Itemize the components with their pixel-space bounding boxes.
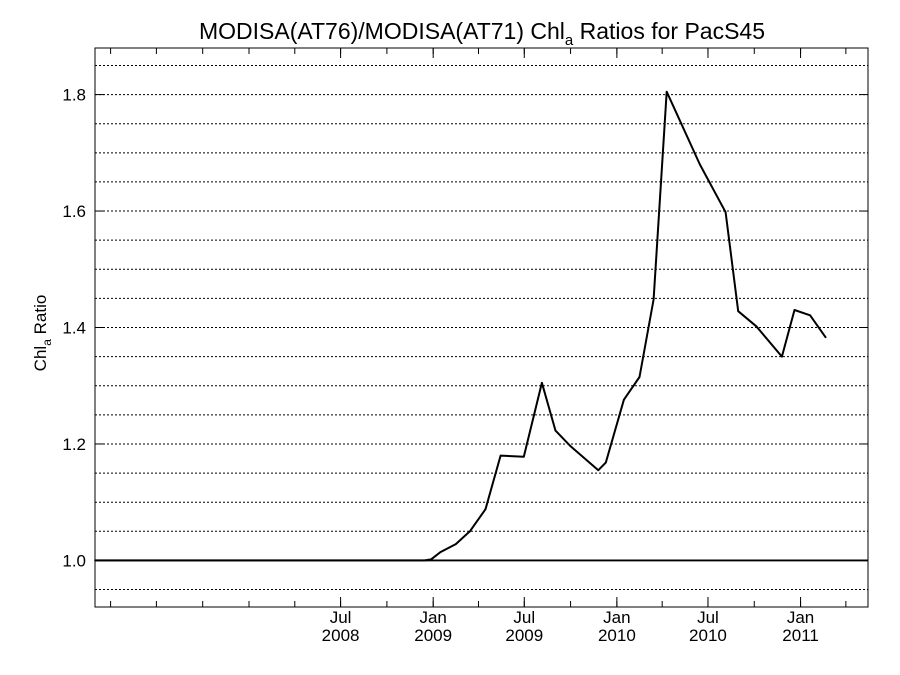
- y-axis-label: Chla Ratio: [31, 295, 54, 372]
- data-point: [430, 558, 432, 561]
- x-tick-month-label: Jul: [330, 608, 352, 627]
- x-tick-month-label: Jan: [419, 608, 446, 627]
- data-point: [699, 163, 701, 166]
- data-point: [484, 508, 487, 510]
- y-axis-label-subscript: a: [40, 339, 54, 346]
- x-tick-year-label: 2011: [782, 626, 819, 645]
- y-tick-label: 1.8: [62, 86, 86, 105]
- data-point: [665, 90, 668, 93]
- y-tick-label: 1.0: [62, 551, 86, 570]
- x-tick-month-label: Jul: [513, 608, 535, 627]
- x-tick-year-label: 2008: [322, 626, 360, 645]
- y-axis-ticks: 1.0 1.2 1.4 1.6 1.8: [62, 86, 868, 570]
- data-point: [638, 376, 641, 378]
- data-point: [737, 310, 739, 312]
- series-line: [95, 90, 827, 562]
- x-tick-year-label: 2010: [598, 626, 636, 645]
- data-point: [623, 398, 625, 401]
- data-point: [499, 454, 502, 457]
- data-point: [652, 298, 655, 301]
- data-point: [455, 543, 457, 545]
- x-tick-year-label: 2009: [505, 626, 543, 645]
- series-layer: [94, 90, 827, 562]
- data-point: [423, 559, 426, 562]
- data-point: [597, 469, 600, 471]
- chart-title-subscript: a: [565, 32, 574, 49]
- data-point: [724, 211, 727, 214]
- data-point: [793, 309, 796, 311]
- data-point: [439, 551, 442, 554]
- x-tick-month-label: Jul: [697, 608, 719, 627]
- data-point: [469, 530, 471, 533]
- data-point: [755, 325, 758, 328]
- x-tick-month-label: Jan: [787, 608, 814, 627]
- y-axis-label-suffix: Ratio: [31, 295, 50, 339]
- data-point: [605, 461, 607, 464]
- y-axis-label-prefix: Chl: [31, 346, 50, 372]
- x-tick-month-label: Jan: [603, 608, 630, 627]
- x-axis-ticks: Jul2008Jan2009Jul2009Jan2010Jul2010Jan20…: [110, 48, 847, 645]
- data-point: [569, 445, 572, 448]
- y-tick-label: 1.6: [62, 202, 86, 221]
- data-point: [824, 336, 827, 339]
- data-point: [541, 382, 543, 384]
- chart-title-suffix: Ratios for PacS45: [573, 18, 765, 44]
- x-tick-year-label: 2009: [414, 626, 452, 645]
- chart-title-prefix: MODISA(AT76)/MODISA(AT71) Chl: [199, 18, 565, 44]
- gridlines: [95, 64, 868, 591]
- data-point: [554, 429, 557, 432]
- data-point: [781, 355, 783, 358]
- y-tick-label: 1.2: [62, 435, 86, 454]
- data-point: [809, 314, 811, 317]
- x-tick-year-label: 2010: [689, 626, 727, 645]
- y-tick-label: 1.4: [62, 319, 86, 338]
- chart-title: MODISA(AT76)/MODISA(AT71) Chla Ratios fo…: [199, 18, 765, 49]
- data-point: [522, 455, 525, 458]
